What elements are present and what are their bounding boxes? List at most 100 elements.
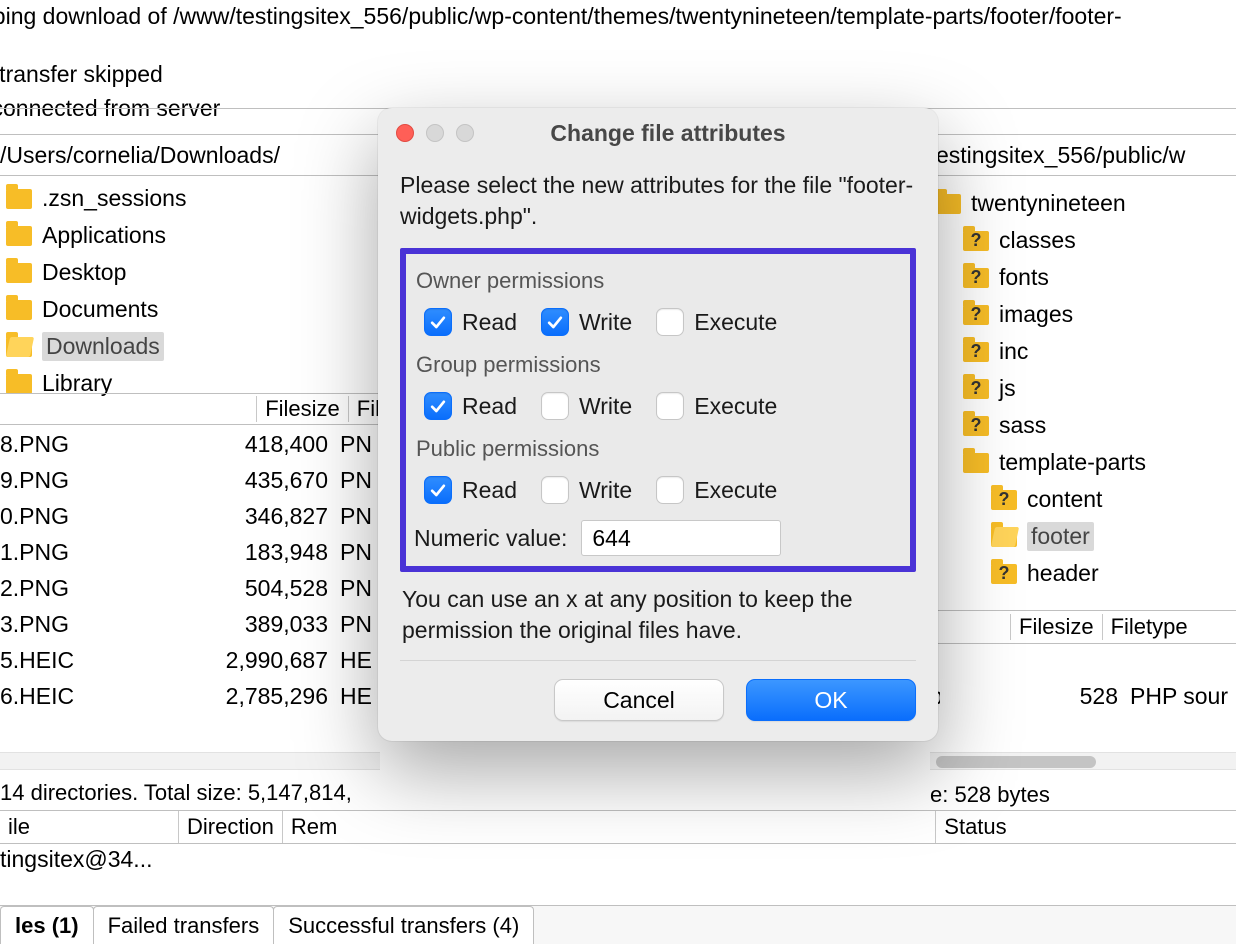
checkbox-label: Execute: [694, 477, 777, 504]
tree-item-label: classes: [999, 227, 1076, 254]
checkbox-icon[interactable]: [656, 476, 684, 504]
execute-checkbox[interactable]: Execute: [656, 308, 777, 336]
checkbox-checked-icon[interactable]: [424, 308, 452, 336]
dialog-buttons: Cancel OK: [378, 679, 938, 721]
col-filetype[interactable]: Filetype: [1103, 614, 1188, 640]
numeric-value-input[interactable]: [581, 520, 781, 556]
file-type: PN: [340, 539, 380, 566]
checkbox-checked-icon[interactable]: [424, 392, 452, 420]
col-remote[interactable]: Rem: [282, 811, 345, 843]
file-size: 2,990,687: [90, 647, 340, 674]
remote-tree[interactable]: twentynineteen?classes?fonts?images?inc?…: [935, 185, 1236, 592]
local-tree-item[interactable]: Downloads: [0, 328, 380, 365]
tab-successful-transfers[interactable]: Successful transfers (4): [273, 906, 534, 944]
file-name: 2.PNG: [0, 575, 90, 602]
file-type: PN: [340, 503, 380, 530]
file-size: 389,033: [90, 611, 340, 638]
folder-icon: [935, 194, 961, 214]
remote-tree-item[interactable]: ?sass: [935, 407, 1236, 444]
divider: [400, 660, 916, 661]
local-scrollbar[interactable]: [0, 752, 380, 770]
remote-tree-item[interactable]: twentynineteen: [935, 185, 1236, 222]
local-tree-item[interactable]: .zsn_sessions: [0, 180, 380, 217]
local-file-row[interactable]: 5.HEIC2,990,687HE: [0, 642, 380, 678]
checkbox-label: Write: [579, 393, 632, 420]
col-filesize[interactable]: Filesize: [1010, 614, 1103, 640]
numeric-value-row: Numeric value:: [414, 520, 902, 556]
dialog-titlebar[interactable]: Change file attributes: [378, 108, 938, 158]
remote-tree-item[interactable]: footer: [935, 518, 1236, 555]
local-tree-item[interactable]: Desktop: [0, 254, 380, 291]
tree-item-label: sass: [999, 412, 1046, 439]
checkbox-checked-icon[interactable]: [424, 476, 452, 504]
local-file-row[interactable]: 1.PNG183,948PN: [0, 534, 380, 570]
permission-group-title: Group permissions: [416, 352, 902, 378]
remote-list-header[interactable]: Filesize Filetype: [930, 610, 1236, 644]
file-type: PN: [340, 467, 380, 494]
checkbox-icon[interactable]: [656, 308, 684, 336]
execute-checkbox[interactable]: Execute: [656, 392, 777, 420]
remote-tree-item[interactable]: ?content: [935, 481, 1236, 518]
local-file-row[interactable]: 2.PNG504,528PN: [0, 570, 380, 606]
local-tree-item[interactable]: Documents: [0, 291, 380, 328]
file-name: 3.PNG: [0, 611, 90, 638]
local-tree[interactable]: .zsn_sessions Applications DesktopDocument…: [0, 180, 380, 402]
write-checkbox[interactable]: Write: [541, 392, 632, 420]
numeric-value-label: Numeric value:: [414, 525, 567, 552]
remote-path-field[interactable]: estingsitex_556/public/w: [930, 134, 1236, 176]
read-checkbox[interactable]: Read: [424, 308, 517, 336]
ok-button[interactable]: OK: [746, 679, 916, 721]
col-status[interactable]: Status: [935, 811, 1014, 843]
remote-tree-item[interactable]: ?fonts: [935, 259, 1236, 296]
tree-item-label: Applications: [42, 222, 166, 249]
local-tree-item[interactable]: Applications: [0, 217, 380, 254]
remote-tree-item[interactable]: ?header: [935, 555, 1236, 592]
read-checkbox[interactable]: Read: [424, 392, 517, 420]
execute-checkbox[interactable]: Execute: [656, 476, 777, 504]
remote-file-row[interactable]: p528PHP sour: [930, 678, 1236, 714]
queue-header[interactable]: ile Direction Rem Status: [0, 810, 1236, 844]
local-file-row[interactable]: 0.PNG346,827PN: [0, 498, 380, 534]
write-checkbox[interactable]: Write: [541, 308, 632, 336]
col-file[interactable]: ile: [0, 814, 38, 840]
permission-group: Public permissionsReadWriteExecute: [414, 436, 902, 504]
local-file-list[interactable]: 8.PNG418,400PN9.PNG435,670PN0.PNG346,827…: [0, 426, 380, 714]
remote-tree-item[interactable]: ?js: [935, 370, 1236, 407]
local-list-header[interactable]: Filesize Fil: [0, 393, 380, 425]
close-icon[interactable]: [396, 124, 414, 142]
remote-tree-item[interactable]: template-parts: [935, 444, 1236, 481]
local-path-field[interactable]: /Users/cornelia/Downloads/: [0, 134, 380, 176]
tab-failed-transfers[interactable]: Failed transfers: [93, 906, 275, 944]
tab-queued-files[interactable]: les (1): [0, 906, 94, 944]
queue-row[interactable]: tingsitex@34...: [0, 846, 1236, 873]
local-file-row[interactable]: 8.PNG418,400PN: [0, 426, 380, 462]
local-file-row[interactable]: 3.PNG389,033PN: [0, 606, 380, 642]
write-checkbox[interactable]: Write: [541, 476, 632, 504]
remote-tree-item[interactable]: ?classes: [935, 222, 1236, 259]
folder-unknown-icon: ?: [963, 379, 989, 399]
file-size: 183,948: [90, 539, 340, 566]
remote-file-list[interactable]: p528PHP sour: [930, 678, 1236, 714]
scrollbar-thumb[interactable]: [936, 756, 1096, 768]
checkbox-icon[interactable]: [541, 476, 569, 504]
local-file-row[interactable]: 9.PNG435,670PN: [0, 462, 380, 498]
remote-tree-item[interactable]: ?images: [935, 296, 1236, 333]
read-checkbox[interactable]: Read: [424, 476, 517, 504]
remote-scrollbar[interactable]: [930, 752, 1236, 770]
file-size: 528: [940, 683, 1130, 710]
checkbox-icon[interactable]: [656, 392, 684, 420]
checkbox-icon[interactable]: [541, 392, 569, 420]
col-direction[interactable]: Direction: [178, 811, 282, 843]
col-filetype[interactable]: Fil: [349, 396, 380, 422]
local-file-row[interactable]: 6.HEIC2,785,296HE: [0, 678, 380, 714]
log-line: e transfer skipped: [0, 58, 1236, 90]
file-name: 5.HEIC: [0, 647, 90, 674]
cancel-button[interactable]: Cancel: [554, 679, 724, 721]
file-size: 504,528: [90, 575, 340, 602]
checkbox-checked-icon[interactable]: [541, 308, 569, 336]
checkbox-label: Read: [462, 393, 517, 420]
col-filesize[interactable]: Filesize: [256, 396, 349, 422]
remote-tree-item[interactable]: ?inc: [935, 333, 1236, 370]
folder-open-icon: [991, 527, 1017, 547]
permission-group: Owner permissionsReadWriteExecute: [414, 268, 902, 336]
